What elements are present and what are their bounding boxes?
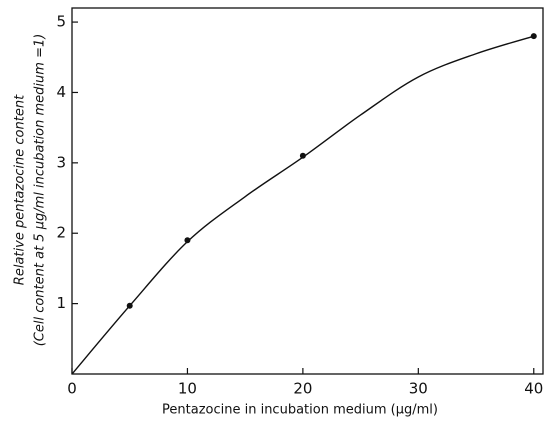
data-point (299, 152, 306, 159)
y-tick-label: 3 (56, 153, 66, 171)
data-point (126, 302, 133, 309)
y-axis-label: (Cell content at 5 μg/ml incubation medi… (33, 34, 48, 347)
plot-frame (71, 7, 544, 375)
y-tick-label: 4 (56, 83, 66, 101)
x-axis-label: Pentazocine in incubation medium (μg/ml) (162, 403, 438, 418)
data-point (184, 237, 191, 244)
y-axis-label: Relative pentazocine content (13, 94, 28, 285)
x-tick-label: 30 (409, 380, 428, 398)
x-tick-label: 20 (293, 380, 312, 398)
y-tick-label: 1 (56, 294, 66, 312)
y-tick-label: 2 (56, 224, 66, 242)
data-point (530, 33, 537, 40)
y-tick-label: 5 (56, 13, 66, 31)
x-tick-label: 0 (67, 380, 77, 398)
x-tick-label: 10 (178, 380, 197, 398)
fit-curve (71, 35, 534, 375)
x-tick-label: 40 (524, 380, 543, 398)
